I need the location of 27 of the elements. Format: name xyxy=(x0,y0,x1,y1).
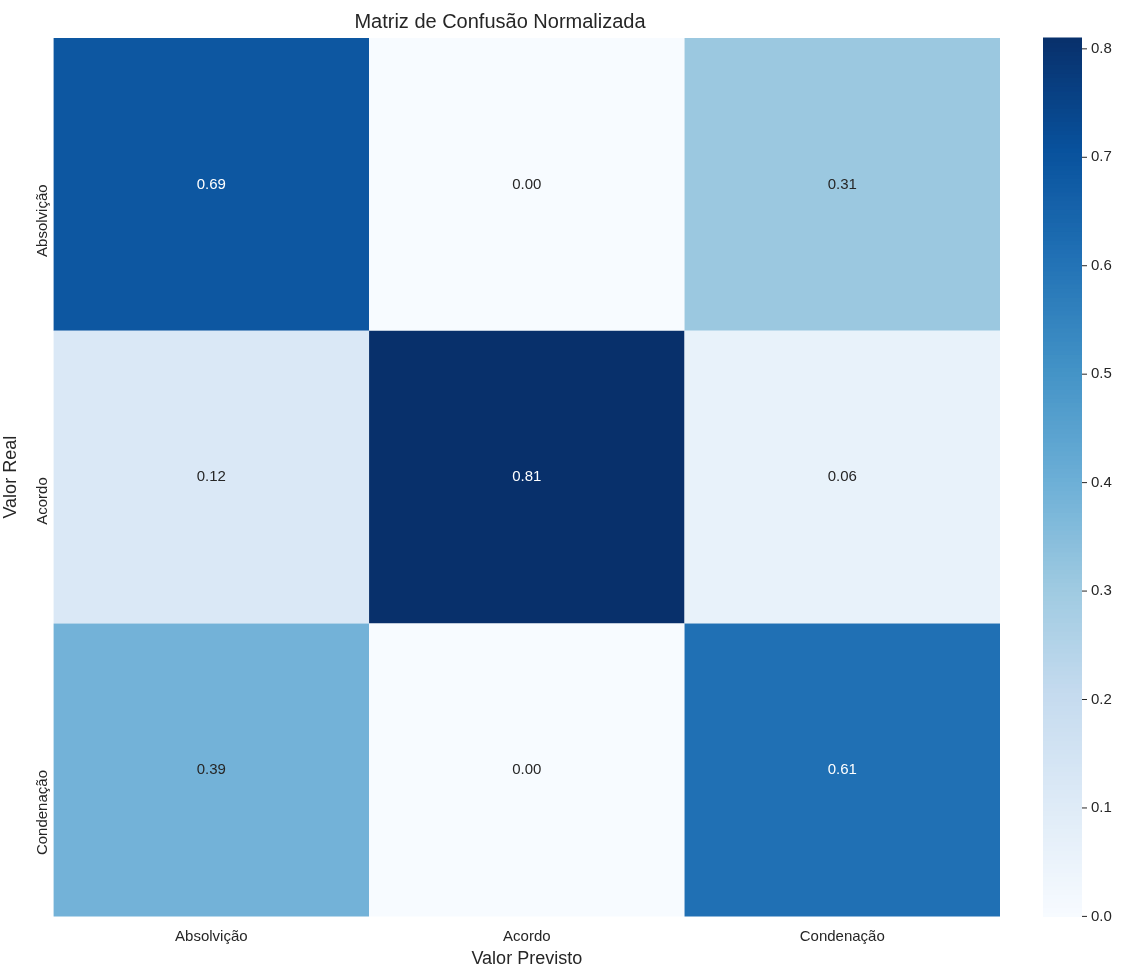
data-label: 0.06 xyxy=(827,467,857,485)
data-label: 0.81 xyxy=(512,467,542,485)
data-label: 0.00 xyxy=(512,760,542,778)
data-label: 0.39 xyxy=(196,760,226,778)
color-bar-label: 0.7 xyxy=(1091,147,1112,165)
color-bar-label: 0.0 xyxy=(1091,906,1112,924)
x-tick-label: Absolvição xyxy=(175,926,248,944)
data-label: 0.69 xyxy=(196,174,226,192)
data-label: 0.61 xyxy=(827,760,857,778)
color-bar-label: 0.5 xyxy=(1091,364,1112,382)
y-tick-label: Condenação xyxy=(32,770,50,856)
x-axis-title: Valor Previsto xyxy=(471,948,583,969)
data-label: 0.00 xyxy=(512,174,542,192)
chart-title: Matriz de Confusão Normalizada xyxy=(354,9,647,32)
color-bar-label: 0.1 xyxy=(1091,798,1112,816)
color-bar-label: 0.8 xyxy=(1091,38,1112,56)
data-label: 0.31 xyxy=(827,174,857,192)
y-axis-title: Valor Real xyxy=(0,435,20,519)
color-bar-label: 0.2 xyxy=(1091,689,1112,707)
x-tick-label: Acordo xyxy=(503,926,551,944)
x-tick-label: Condenação xyxy=(799,926,885,944)
color-bar-label: 0.3 xyxy=(1091,581,1112,599)
y-tick-label: Absolvição xyxy=(32,184,50,257)
y-tick-label: Acordo xyxy=(32,477,50,525)
color-bar-label: 0.6 xyxy=(1091,255,1112,273)
color-bar-label: 0.4 xyxy=(1091,472,1112,490)
data-label: 0.12 xyxy=(196,467,226,485)
